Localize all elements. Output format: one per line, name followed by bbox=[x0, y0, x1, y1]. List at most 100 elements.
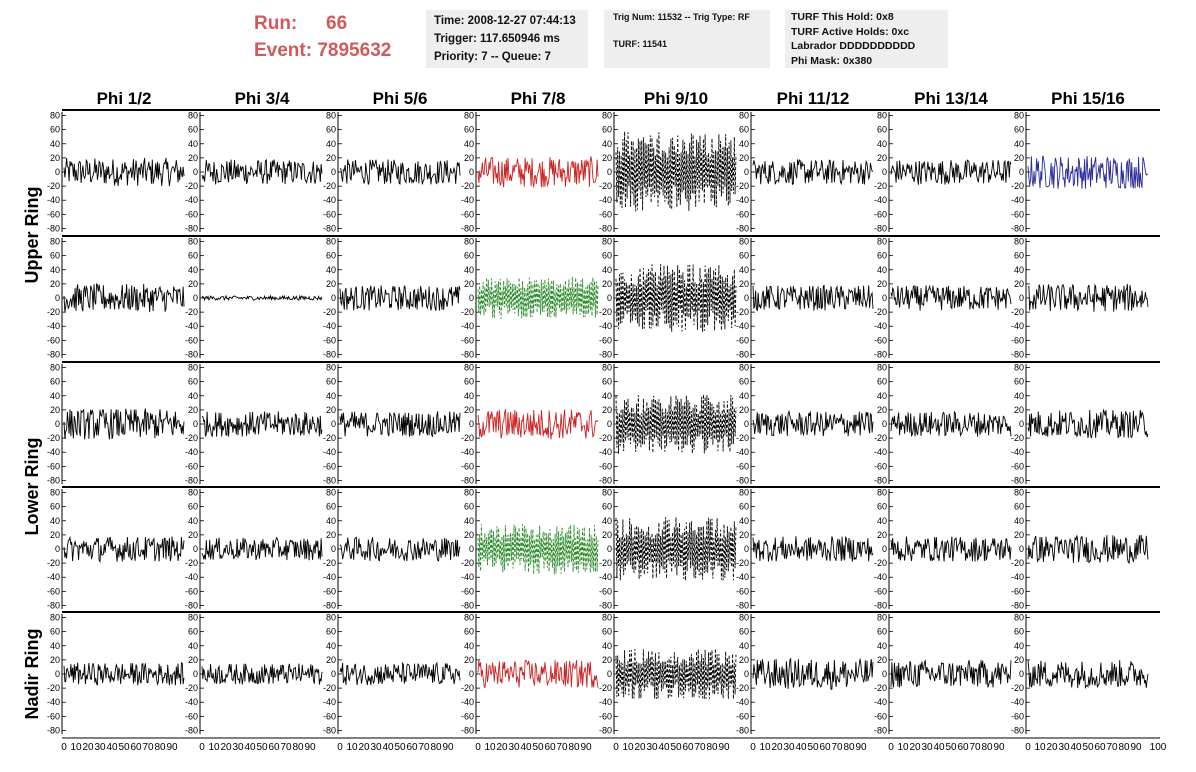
y-tick-label: 0 bbox=[55, 293, 60, 303]
y-tick-label: 20 bbox=[464, 530, 474, 540]
column-header: Phi 1/2 bbox=[97, 89, 152, 108]
y-tick-label: 80 bbox=[326, 237, 336, 247]
y-tick-label: 60 bbox=[50, 377, 60, 387]
y-tick-label: 0 bbox=[1019, 419, 1024, 429]
y-tick-label: 60 bbox=[188, 502, 198, 512]
y-tick-label: 0 bbox=[744, 544, 749, 554]
y-tick-label: -60 bbox=[323, 209, 336, 219]
x-tick-label: 60 bbox=[682, 742, 694, 753]
x-tick-label: 40 bbox=[658, 742, 670, 753]
waveform-trace bbox=[615, 131, 737, 212]
x-tick-label: 40 bbox=[795, 742, 807, 753]
y-tick-label: -20 bbox=[47, 558, 60, 568]
y-tick-label: 20 bbox=[739, 405, 749, 415]
waveform-trace bbox=[890, 410, 1012, 438]
waveform-trace bbox=[615, 394, 737, 454]
y-tick-label: -20 bbox=[874, 558, 887, 568]
y-tick-label: 80 bbox=[602, 363, 612, 373]
y-tick-label: -80 bbox=[736, 725, 749, 735]
y-tick-label: 60 bbox=[50, 125, 60, 135]
y-tick-label: -20 bbox=[323, 181, 336, 191]
y-tick-label: 60 bbox=[188, 125, 198, 135]
y-tick-label: -20 bbox=[599, 683, 612, 693]
y-tick-label: 40 bbox=[877, 641, 887, 651]
y-tick-label: 0 bbox=[55, 167, 60, 177]
y-tick-label: -20 bbox=[47, 307, 60, 317]
turf-active-holds-text: TURF Active Holds: 0xc bbox=[791, 25, 910, 38]
y-tick-label: -40 bbox=[599, 447, 612, 457]
y-tick-label: -60 bbox=[1011, 209, 1024, 219]
y-tick-label: 0 bbox=[469, 167, 474, 177]
y-tick-label: -80 bbox=[1011, 600, 1024, 610]
y-tick-label: -80 bbox=[461, 725, 474, 735]
y-tick-label: -80 bbox=[461, 600, 474, 610]
y-tick-label: 0 bbox=[331, 167, 336, 177]
y-tick-label: -60 bbox=[47, 335, 60, 345]
y-tick-label: 60 bbox=[739, 377, 749, 387]
y-tick-label: -40 bbox=[736, 195, 749, 205]
y-tick-label: 40 bbox=[464, 265, 474, 275]
x-tick-label: 20 bbox=[771, 742, 783, 753]
y-tick-label: 60 bbox=[877, 125, 887, 135]
y-tick-label: 60 bbox=[877, 251, 887, 261]
y-tick-label: -20 bbox=[185, 683, 198, 693]
y-tick-label: -80 bbox=[185, 725, 198, 735]
y-tick-label: -60 bbox=[736, 586, 749, 596]
y-tick-label: 0 bbox=[193, 293, 198, 303]
x-tick-label: 60 bbox=[957, 742, 969, 753]
y-tick-label: -60 bbox=[47, 461, 60, 471]
y-tick-label: -60 bbox=[461, 335, 474, 345]
y-tick-label: 20 bbox=[50, 530, 60, 540]
x-tick-label: 40 bbox=[382, 742, 394, 753]
waveform-trace bbox=[477, 156, 599, 188]
x-tick-label: 80 bbox=[843, 742, 855, 753]
y-tick-label: 60 bbox=[50, 502, 60, 512]
y-tick-label: 40 bbox=[739, 139, 749, 149]
y-tick-label: 60 bbox=[464, 125, 474, 135]
x-tick-label: 80 bbox=[568, 742, 580, 753]
y-tick-label: -60 bbox=[874, 711, 887, 721]
waveform-trace bbox=[201, 411, 323, 438]
y-tick-label: 20 bbox=[326, 530, 336, 540]
x-tick-label: 60 bbox=[1094, 742, 1106, 753]
y-tick-label: -60 bbox=[1011, 461, 1024, 471]
y-tick-label: -20 bbox=[323, 558, 336, 568]
y-tick-label: 60 bbox=[602, 377, 612, 387]
run-value: 66 bbox=[326, 13, 348, 34]
y-tick-label: -60 bbox=[874, 586, 887, 596]
y-tick-label: -60 bbox=[1011, 586, 1024, 596]
y-tick-label: -40 bbox=[874, 321, 887, 331]
y-tick-label: 40 bbox=[739, 516, 749, 526]
y-tick-label: 80 bbox=[464, 363, 474, 373]
waveform-trace bbox=[201, 158, 323, 185]
y-tick-label: -60 bbox=[47, 586, 60, 596]
labrador-text: Labrador DDDDDDDDDD bbox=[791, 40, 916, 52]
y-tick-label: -40 bbox=[461, 195, 474, 205]
x-tick-label: 20 bbox=[220, 742, 232, 753]
y-tick-label: 20 bbox=[464, 405, 474, 415]
y-tick-label: -80 bbox=[47, 349, 60, 359]
y-tick-label: -60 bbox=[185, 209, 198, 219]
y-tick-label: -20 bbox=[1011, 683, 1024, 693]
run-event-block: Run: 66 Event: 7895632 bbox=[254, 10, 391, 64]
column-header: Phi 9/10 bbox=[644, 89, 708, 108]
y-tick-label: 0 bbox=[607, 167, 612, 177]
y-tick-label: -40 bbox=[599, 321, 612, 331]
y-tick-label: 40 bbox=[326, 516, 336, 526]
turf-text: TURF: 11541 bbox=[613, 39, 668, 49]
y-tick-label: -60 bbox=[736, 461, 749, 471]
y-tick-label: 80 bbox=[1014, 237, 1024, 247]
y-tick-label: 20 bbox=[1014, 655, 1024, 665]
y-tick-label: 80 bbox=[1014, 363, 1024, 373]
column-header: Phi 11/12 bbox=[777, 89, 850, 108]
waveform-trace bbox=[890, 159, 1012, 185]
y-tick-label: -80 bbox=[599, 725, 612, 735]
x-tick-label: 50 bbox=[394, 742, 406, 753]
column-header: Phi 7/8 bbox=[511, 89, 566, 108]
y-tick-label: 20 bbox=[739, 530, 749, 540]
y-tick-label: -80 bbox=[1011, 475, 1024, 485]
waveform-trace bbox=[63, 535, 185, 564]
trigger-text: Trigger: 117.650946 ms bbox=[434, 33, 560, 45]
y-tick-label: -20 bbox=[874, 683, 887, 693]
waveform-trace bbox=[201, 663, 323, 685]
